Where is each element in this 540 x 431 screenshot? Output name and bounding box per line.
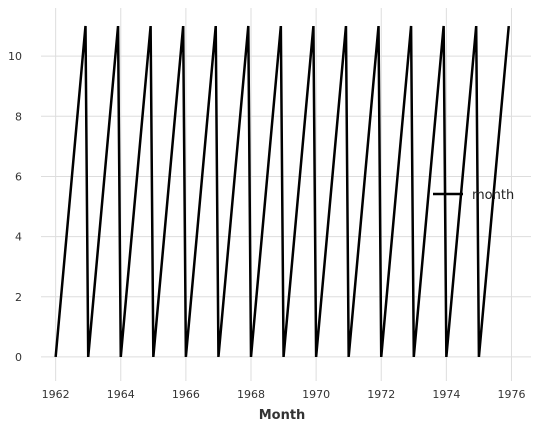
y-tick-label: 6 bbox=[15, 170, 22, 183]
x-tick-label: 1972 bbox=[367, 388, 395, 401]
x-tick-label: 1976 bbox=[497, 388, 525, 401]
x-tick-label: 1970 bbox=[302, 388, 330, 401]
y-tick-label: 10 bbox=[8, 50, 22, 63]
x-tick-label: 1962 bbox=[42, 388, 70, 401]
series-line-month bbox=[54, 25, 510, 358]
x-tick-label: 1964 bbox=[107, 388, 135, 401]
y-tick-label: 0 bbox=[15, 351, 22, 364]
x-tick-label: 1974 bbox=[432, 388, 460, 401]
series-layer bbox=[54, 25, 510, 358]
y-tick-label: 4 bbox=[15, 231, 22, 244]
x-axis-ticks: 1962 1964 1966 1968 1970 1972 1974 1976 bbox=[42, 388, 526, 401]
grid bbox=[41, 8, 531, 381]
legend: month bbox=[433, 188, 514, 203]
x-axis-label: Month bbox=[259, 408, 306, 423]
x-tick-label: 1968 bbox=[237, 388, 265, 401]
legend-label-month: month bbox=[472, 188, 514, 203]
y-axis-ticks: 0 2 4 6 8 10 bbox=[8, 50, 22, 364]
y-tick-label: 2 bbox=[15, 291, 22, 304]
x-tick-label: 1966 bbox=[172, 388, 200, 401]
y-tick-label: 8 bbox=[15, 110, 22, 123]
